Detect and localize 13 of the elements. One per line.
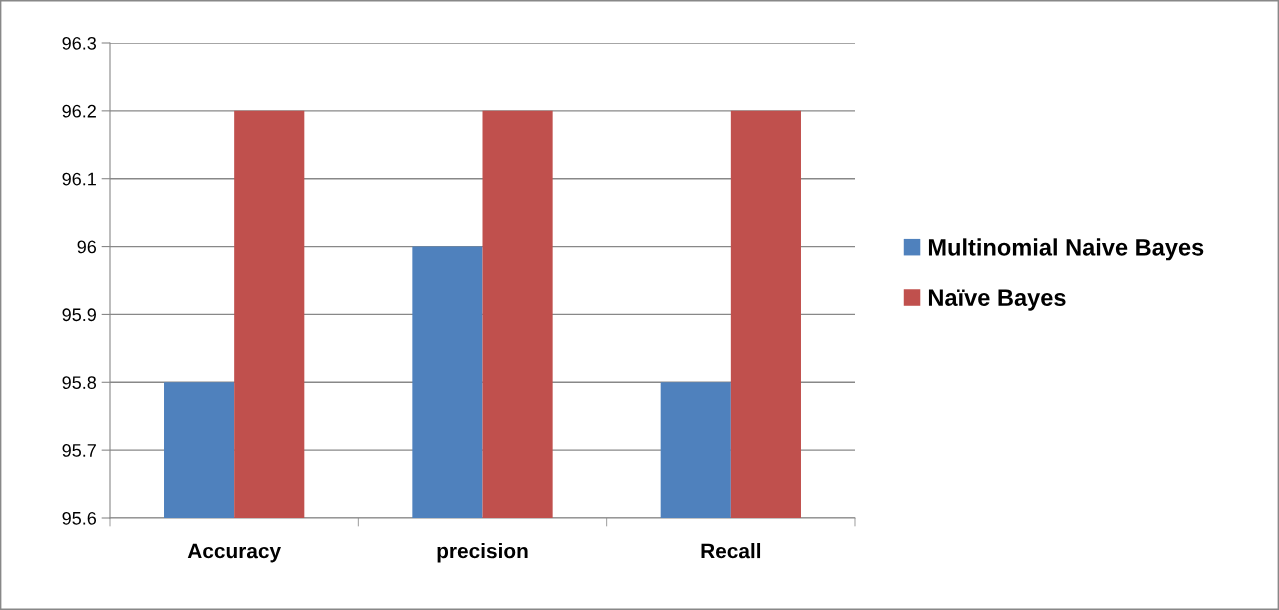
y-tick-label: 96.2 (62, 104, 96, 118)
x-tick-label: precision (437, 543, 528, 563)
y-tick-label: 96.1 (62, 172, 96, 186)
y-tick-label: 95.8 (62, 376, 97, 390)
y-tick-label: 95.9 (62, 308, 96, 322)
legend-label: Multinomial Naive Bayes (928, 238, 1204, 261)
y-tick-label: 95.7 (62, 444, 96, 457)
x-tick-label: Accuracy (187, 543, 281, 563)
x-tick-label: Recall (701, 543, 761, 559)
legend-label: Naïve Bayes (928, 289, 1066, 311)
y-tick-label: 96 (77, 240, 97, 254)
y-tick-label: 95.6 (62, 511, 97, 525)
y-tick-label: 96.3 (62, 36, 97, 50)
